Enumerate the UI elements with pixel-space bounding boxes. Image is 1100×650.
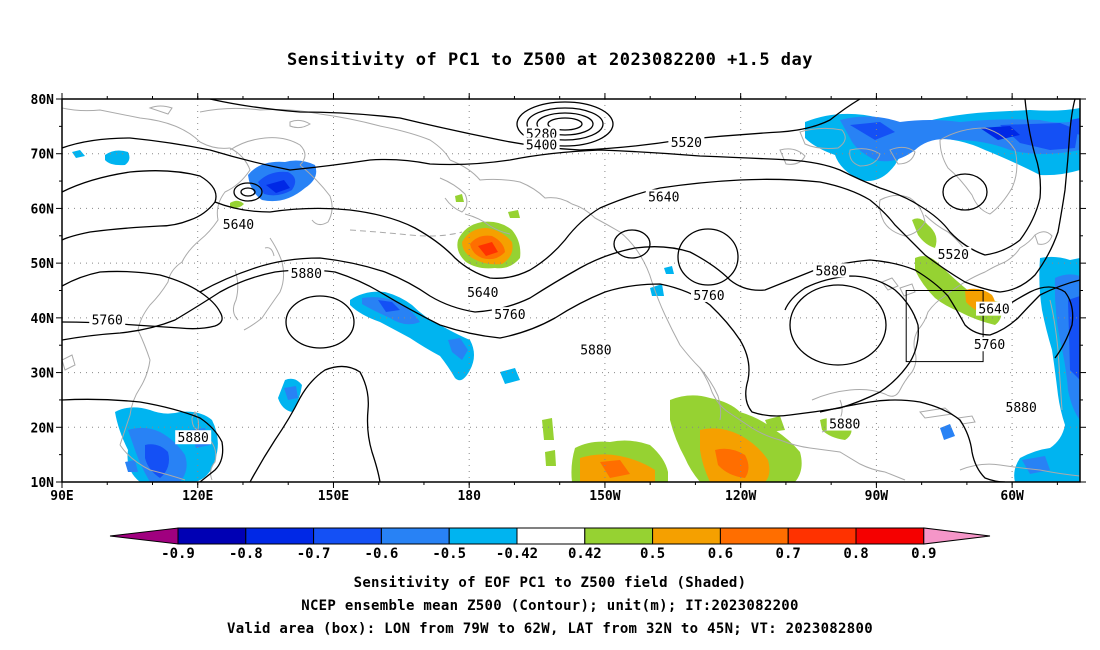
colorbar-label: -0.7 [297,546,331,562]
contour-label: 5880 [580,344,611,359]
contour-label: 5640 [467,286,498,301]
lon-label: 180 [457,489,481,504]
colorbar-box [177,527,247,545]
contour-label-bg [89,312,126,327]
colorbar-label: -0.9 [161,546,195,562]
contour-label-bg [220,216,257,231]
contour-label-bg [175,430,212,445]
lon-label: 150E [318,489,349,504]
caption-line-3: Valid area (box): LON from 79W to 62W, L… [227,621,873,637]
contour-label-bg [491,307,528,322]
colorbar-box [313,527,382,545]
lat-label: 20N [31,421,55,436]
axis-ticks [56,93,1086,488]
contour-label: 5760 [974,338,1005,353]
lat-label: 60N [31,202,55,217]
contour-label-bg [523,126,560,141]
colorbar-box [448,527,518,545]
colorbar-label: -0.42 [496,546,538,562]
contour-label-bg [668,134,705,149]
sensitivity-shading [72,108,1080,482]
contour-label-bg [288,266,325,281]
contour-label-bg [645,189,682,204]
contour-label: 5640 [223,218,254,233]
colorbar-label: 0.5 [640,546,665,562]
caption-line-1: Sensitivity of EOF PC1 to Z500 field (Sh… [353,575,747,591]
contour-label-bg [976,301,1013,316]
contour-label: 5880 [829,418,860,433]
colorbar-label: 0.42 [568,546,602,562]
lon-label: 60W [1000,489,1024,504]
contour-label: 5880 [1006,401,1037,416]
contour-label: 5640 [648,190,679,205]
lat-axis-labels: 80N 70N 60N 50N 40N 30N 20N 10N [31,93,55,491]
colorbar-box [516,527,586,545]
colorbar-box [719,527,789,545]
lat-label: 50N [31,257,55,272]
colorbar-box [787,527,857,545]
contour-label: 5400 [526,139,557,154]
contour-label-bg [971,337,1008,352]
colorbar-label: 0.8 [843,546,868,562]
contour-label-bg [826,416,863,431]
colorbar-box [855,527,925,545]
coastlines [62,105,1080,481]
lat-label: 70N [31,148,55,163]
contour-label-bg [523,137,560,152]
colorbar-box [245,527,315,545]
lon-label: 90E [50,489,73,504]
colorbar-label: -0.5 [432,546,466,562]
contour-label: 5880 [178,431,209,446]
colorbar-labels: -0.9 -0.8 -0.7 -0.6 -0.5 -0.42 0.42 0.5 0.6 0.7 0.… [161,546,936,562]
contour-label-bg [690,287,727,302]
contour-label-bg [935,246,972,261]
colorbar-label: -0.6 [365,546,399,562]
colorbar-box [380,527,450,545]
colorbar-label: 0.9 [911,546,936,562]
contour-label: 5760 [693,289,724,304]
contour-label-bg [464,285,501,300]
contour-label-bg [577,342,614,357]
colorbar-triangle-right [923,527,991,545]
lat-label: 40N [31,312,55,327]
contour-label-bg [813,263,850,278]
caption-line-2: NCEP ensemble mean Z500 (Contour); unit(… [301,598,799,614]
contour-label: 5520 [938,248,969,263]
lon-label: 150W [589,489,620,504]
colorbar-label: 0.7 [776,546,801,562]
contour-label-bg [1003,400,1040,415]
lon-label: 120W [725,489,756,504]
contour-label: 5880 [291,267,322,282]
lat-label: 10N [31,476,55,491]
lon-label: 90W [865,489,889,504]
contour-label: 5880 [815,264,846,279]
contour-label: 5760 [92,314,123,329]
contour-label: 5760 [494,308,525,323]
lat-label: 80N [31,93,55,108]
colorbar-label: -0.8 [229,546,263,562]
colorbar-box [652,527,721,545]
colorbar-label: 0.6 [708,546,733,562]
lon-axis-labels: 90E 120E 150E 180 150W 120W 90W 60W [50,489,1024,504]
colorbar-box [584,527,654,545]
contour-label: 5520 [671,136,702,151]
colorbar [109,527,991,545]
lon-label: 120E [182,489,213,504]
contour-label: 5640 [978,303,1009,318]
valid-area-box [905,290,984,363]
lat-label: 30N [31,367,55,382]
z500-contours [62,99,1080,482]
plot-title: Sensitivity of PC1 to Z500 at 2023082200… [286,50,813,70]
colorbar-triangle-left [109,527,179,545]
